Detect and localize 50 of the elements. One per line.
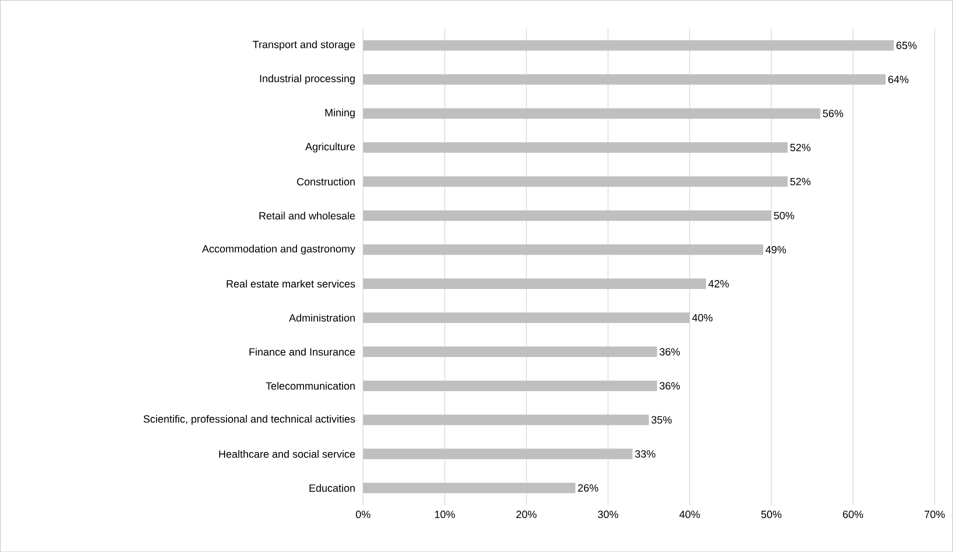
- bar: [363, 312, 690, 323]
- x-tick-label: 30%: [598, 510, 618, 518]
- data-label: 56%: [822, 110, 844, 118]
- x-tick-label: 10%: [435, 510, 455, 518]
- y-tick-label: Finance and Insurance: [250, 348, 355, 356]
- data-label: 36%: [660, 382, 680, 390]
- bar: [363, 74, 886, 85]
- data-label: 50%: [774, 212, 794, 220]
- y-tick-label: Agriculture: [305, 142, 355, 152]
- data-label: 65%: [896, 42, 917, 49]
- y-tick-label: Transport and storage: [252, 40, 355, 50]
- y-tick-label: Mining: [325, 108, 355, 118]
- y-tick-label: Real estate market services: [226, 280, 355, 288]
- bar: [363, 278, 706, 289]
- bar: [363, 414, 649, 425]
- x-tick-label: 0%: [356, 510, 370, 518]
- data-label: 36%: [660, 348, 680, 356]
- x-tick-label: 70%: [924, 510, 945, 518]
- x-tick-label: 50%: [761, 510, 782, 518]
- y-tick-label: Education: [310, 484, 355, 492]
- bar: [363, 108, 820, 119]
- data-label: 40%: [692, 314, 712, 322]
- bar: [363, 448, 633, 459]
- x-tick-label: 40%: [679, 510, 700, 518]
- data-label: 42%: [708, 280, 729, 288]
- bar: [363, 176, 788, 187]
- y-tick-label: Accommodation and gastronomy: [202, 244, 356, 254]
- bar: [363, 380, 658, 391]
- y-tick-label: Administration: [288, 314, 355, 322]
- x-tick-label: 20%: [516, 510, 537, 518]
- bar: [363, 244, 764, 255]
- data-label: 35%: [651, 416, 672, 424]
- bar: [363, 346, 658, 357]
- y-tick-label: Retail and wholesale: [259, 212, 355, 220]
- data-label: 52%: [790, 178, 810, 186]
- bar: [363, 210, 772, 221]
- data-label: 52%: [790, 144, 810, 152]
- y-tick-label: Healthcare and social service: [219, 450, 355, 458]
- bar: [363, 40, 894, 50]
- y-tick-label: Telecommunication: [266, 382, 355, 390]
- data-label: 49%: [766, 246, 786, 254]
- y-tick-label: Construction: [297, 178, 355, 186]
- data-label: 64%: [888, 76, 908, 83]
- y-tick-label: Scientific, professional and technical activities: [144, 414, 355, 425]
- y-tick-label: Industrial processing: [260, 74, 355, 84]
- bar: [363, 142, 788, 153]
- data-label: 33%: [635, 450, 656, 458]
- data-label: 26%: [578, 484, 598, 492]
- x-tick-label: 60%: [843, 510, 864, 518]
- bar: [363, 482, 576, 494]
